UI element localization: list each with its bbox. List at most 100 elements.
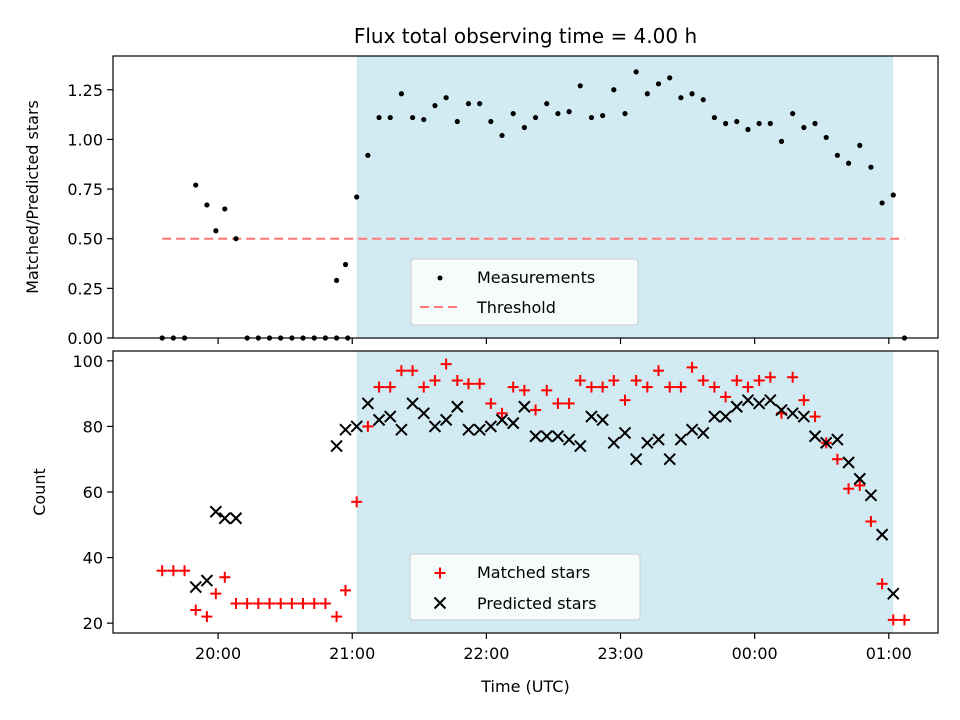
matched-star-point <box>518 384 530 396</box>
legend-marker-matched <box>434 567 446 579</box>
measurement-point <box>823 134 829 141</box>
count-panel: 20 40 60 80 100 20:00 21:00 22:00 23:00 00:00 01:… <box>30 350 939 696</box>
measurement-point <box>834 152 840 158</box>
predicted-star-point <box>540 430 553 443</box>
measurement-point <box>633 69 639 75</box>
predicted-star-point <box>506 416 520 430</box>
predicted-star-point-b <box>652 433 665 446</box>
measurement-point <box>600 112 606 119</box>
predicted-star-point <box>495 413 509 427</box>
matched-star-point <box>664 381 676 393</box>
matched-star-points <box>156 358 910 626</box>
measurement-point <box>812 120 818 127</box>
measurement-point <box>711 114 718 121</box>
measurement-point <box>193 182 199 188</box>
matched-star-point <box>697 375 709 387</box>
predicted-star-point <box>585 410 598 423</box>
predicted-star-point-b <box>719 410 732 423</box>
measurement-point <box>622 110 628 117</box>
predicted-star-point-b <box>775 403 788 417</box>
predicted-star-point-b <box>339 423 352 436</box>
matched-star-point <box>451 375 463 387</box>
matched-star-point <box>252 597 264 609</box>
predicted-star-point <box>451 400 464 413</box>
predicted-star-point-b <box>506 416 520 430</box>
predicted-star-point <box>842 456 855 469</box>
predicted-star-point-b <box>730 400 743 413</box>
measurement-point <box>354 194 360 200</box>
predicted-star-point-b <box>562 433 576 446</box>
count-legend-box <box>409 553 641 621</box>
predicted-star-point-b <box>596 413 609 427</box>
predicted-star-point <box>361 397 375 410</box>
measurement-point <box>222 206 228 212</box>
measurement-point <box>644 91 650 97</box>
matched-star-point <box>308 597 320 609</box>
measurement-point <box>868 164 874 170</box>
matched-star-point <box>395 365 407 377</box>
x-tick-label: 23:00 <box>597 644 643 663</box>
matched-star-point <box>230 597 242 609</box>
matched-star-point <box>210 588 222 600</box>
predicted-star-point <box>607 436 621 450</box>
matched-star-point <box>362 420 374 432</box>
measurement-point <box>398 91 405 97</box>
predicted-star-point-b <box>641 436 654 450</box>
predicted-star-point-b <box>887 587 900 600</box>
measurement-point <box>790 110 796 117</box>
predicted-star-point-b <box>808 430 822 443</box>
predicted-star-point-b <box>864 489 878 502</box>
matched-star-point <box>619 394 631 406</box>
matched-star-point <box>731 375 743 387</box>
matched-star-point <box>201 611 213 623</box>
ratio-y-axis-label: Matched/Predicted stars <box>23 100 42 294</box>
matched-star-point <box>319 597 331 609</box>
matched-star-point <box>286 597 298 609</box>
predicted-star-point <box>330 439 343 453</box>
predicted-star-point <box>697 426 710 440</box>
matched-star-point <box>297 597 309 609</box>
predicted-star-point-b <box>439 413 453 427</box>
count-y-axis-label: Count <box>30 468 49 516</box>
predicted-star-point <box>775 403 788 417</box>
legend-label-predicted: Predicted stars <box>477 594 597 613</box>
predicted-star-point <box>741 393 755 407</box>
measurement-point <box>667 75 673 81</box>
matched-star-point <box>675 381 687 393</box>
predicted-star-point-b <box>350 420 363 433</box>
ratio-y-tick-label: 1.25 <box>67 81 103 100</box>
matched-star-point <box>219 571 231 583</box>
matched-star-point <box>831 453 843 465</box>
ratio-panel: 0.00 0.25 0.50 0.75 1.00 1.25 Flux total obse… <box>23 24 939 348</box>
matched-star-point <box>720 391 732 403</box>
predicted-star-point-b <box>406 397 419 410</box>
matched-star-point <box>787 371 799 383</box>
predicted-star-point-b <box>629 453 643 466</box>
matched-star-point <box>190 604 202 616</box>
predicted-star-point <box>406 397 419 410</box>
predicted-star-point-b <box>585 410 598 423</box>
predicted-star-point <box>853 472 866 486</box>
measurement-point <box>342 261 349 268</box>
measurement-point <box>544 101 550 107</box>
legend-cross-b <box>433 596 447 610</box>
measurement-points <box>159 69 908 341</box>
predicted-star-point-b <box>462 423 475 436</box>
matched-star-point <box>898 614 910 626</box>
predicted-star-point <box>473 423 486 436</box>
matched-star-point <box>585 381 597 393</box>
predicted-star-point-b <box>708 410 721 423</box>
measurement-point <box>577 83 583 89</box>
predicted-star-point-b <box>473 423 486 436</box>
measurement-point <box>421 116 427 123</box>
predicted-star-point <box>663 453 676 466</box>
predicted-star-point-b <box>428 420 442 433</box>
matched-star-point <box>474 378 486 390</box>
predicted-star-point <box>730 400 743 413</box>
predicted-star-point-b <box>820 436 833 450</box>
ratio-y-tick-label: 0.50 <box>67 230 103 249</box>
measurement-point <box>723 120 729 127</box>
measurement-point <box>409 114 416 121</box>
x-tick-label: 21:00 <box>329 644 375 663</box>
